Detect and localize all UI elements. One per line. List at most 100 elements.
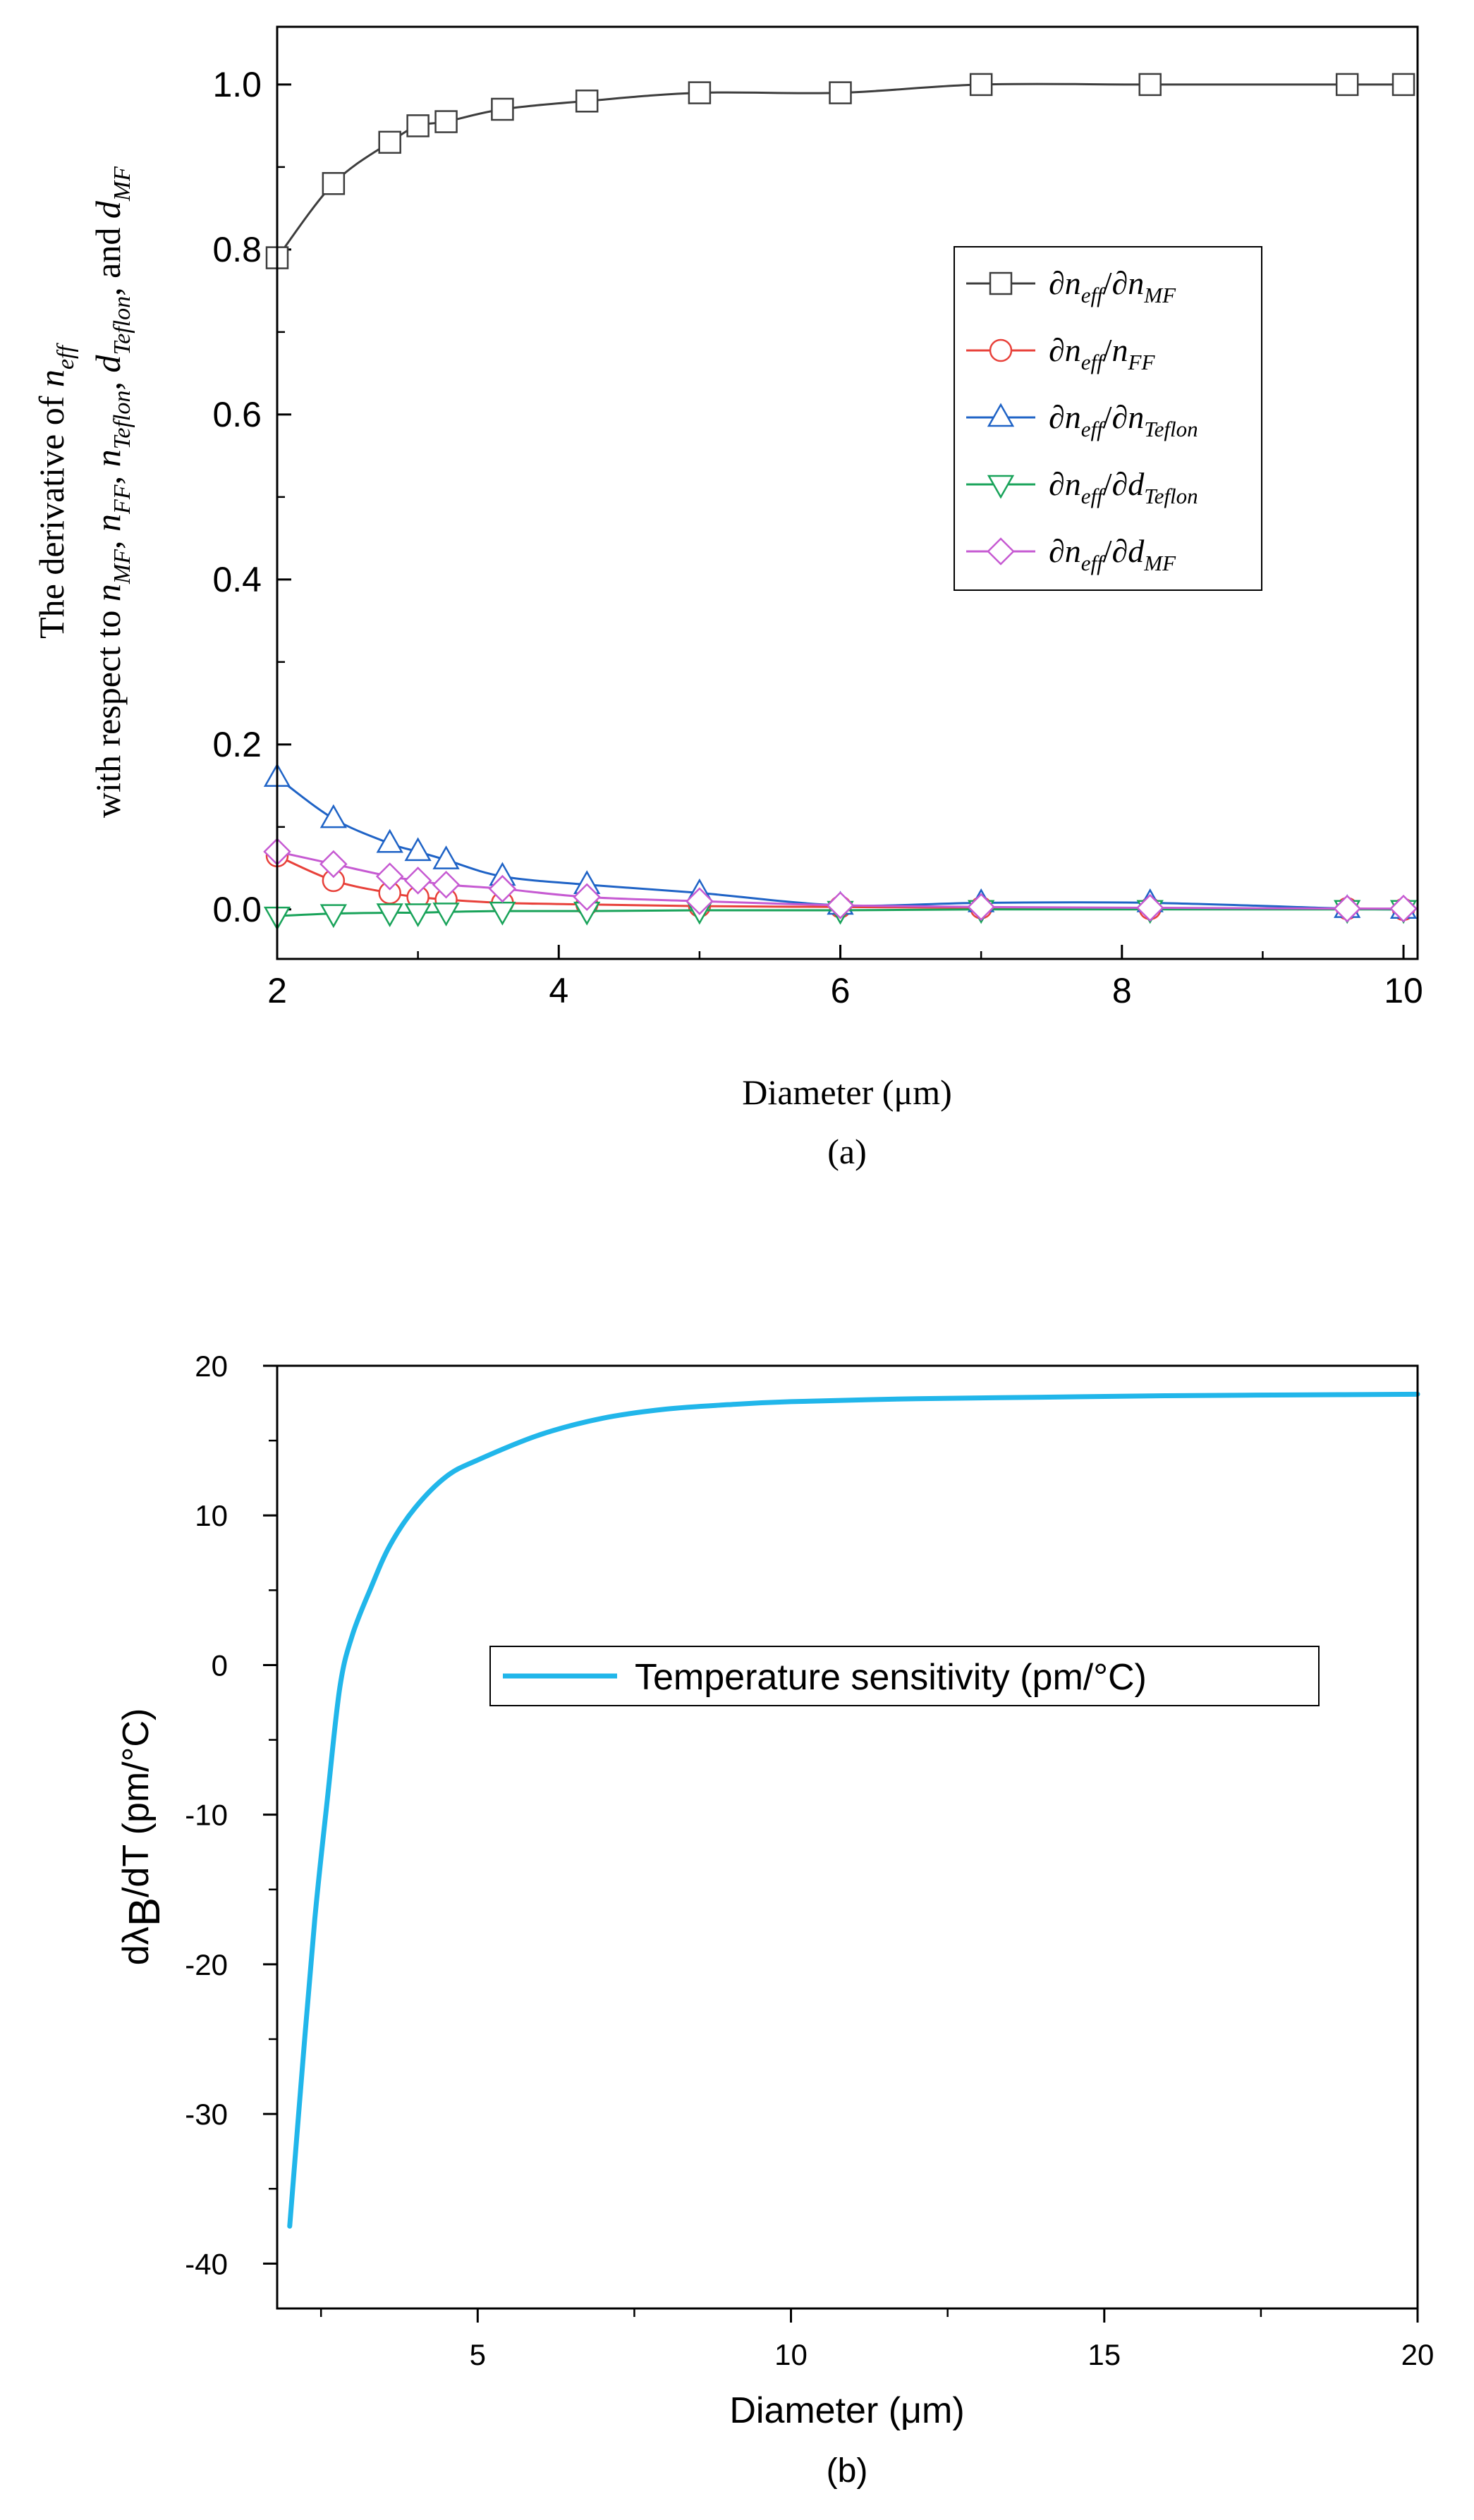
- legend-a-label-1-p2: eff: [1081, 350, 1106, 374]
- chart-a-plot-frame: [276, 25, 1419, 960]
- legend-a-label-0-p0: ∂: [1049, 265, 1065, 301]
- legend-a-label-2-p3: /∂: [1103, 399, 1128, 435]
- chart-a-ylabel-line1-var: n: [32, 369, 71, 387]
- chart-a-xtick-label: 2: [267, 971, 287, 1010]
- chart-b-plot-frame: [276, 1364, 1419, 2310]
- legend-a-marker-1: [989, 338, 1013, 362]
- legend-a-label-3-p4: d: [1128, 466, 1145, 502]
- chart-a-marker-4: [967, 893, 995, 922]
- legend-a-label-3: ∂neff/∂dTeflon: [1049, 466, 1198, 508]
- legend-a-label-1: ∂neff/nFF: [1049, 332, 1155, 374]
- chart-a-ylabel-line2-p8: Teflon: [109, 391, 135, 450]
- legend-a-label-1-p5: FF: [1128, 350, 1156, 374]
- chart-a-marker-4: [686, 887, 714, 915]
- chart-b-xtick-label: 20: [1401, 2338, 1435, 2371]
- chart-b-legend-box: [489, 1646, 1320, 1706]
- chart-b-xlabel: Diameter (μm): [729, 2390, 964, 2431]
- chart-a-marker-0: [575, 90, 599, 113]
- chart-a-marker-3: [376, 903, 403, 928]
- chart-a-ylabel-line2: with respect to nMF, nFF, nTeflon, dTefl…: [88, 166, 135, 818]
- chart-a-marker-2: [376, 828, 403, 853]
- legend-a-label-3-p0: ∂: [1049, 466, 1065, 502]
- legend-a-label-4-p3: /∂: [1103, 533, 1128, 569]
- legend-a-marker-4: [987, 537, 1015, 565]
- chart-a-marker-4: [403, 867, 432, 895]
- chart-a-ticks: 2 4 6 8 10 0.0 0.2 0.4 0.6 0.8 1.0: [212, 65, 1423, 1010]
- chart-a-marker-3: [489, 901, 516, 926]
- legend-a-label-4-p0: ∂: [1049, 533, 1065, 569]
- chart-a-ylabel-line2-p7: n: [88, 449, 128, 467]
- chart-b-ylabel-p0: dλ: [116, 1926, 157, 1965]
- chart-b-ytick-label: -30: [185, 2098, 228, 2131]
- chart-a-ylabel-line2-p13: d: [88, 200, 128, 219]
- chart-a-marker-4: [826, 891, 855, 919]
- chart-a-marker-0: [969, 73, 993, 97]
- chart-b-ytick-label: 20: [195, 1350, 228, 1383]
- legend-a-label-1-p1: n: [1065, 332, 1081, 368]
- chart-a-marker-0: [406, 114, 430, 137]
- chart-a-xtick-label: 8: [1112, 971, 1132, 1010]
- legend-a-label-3-p2: eff: [1081, 484, 1106, 508]
- chart-a-legend: ∂neff/∂nMF ∂neff/nFF ∂neff/∂nTeflon ∂nef…: [954, 246, 1262, 591]
- chart-a-marker-0: [378, 130, 401, 154]
- chart-b-ytick-label: -10: [185, 1799, 228, 1832]
- chart-a-xlabel: Diameter (μm): [742, 1072, 952, 1112]
- chart-a: 2 4 6 8 10 0.0 0.2 0.4 0.6 0.8 1.0 The derivative …: [32, 25, 1423, 1171]
- chart-a-ylabel-line2-p6: ,: [88, 467, 128, 484]
- chart-b-ticks: 5 10 15 20 -40 -30 -20 -10 0 10 20: [185, 1350, 1434, 2371]
- legend-a-label-0-p2: eff: [1081, 283, 1106, 307]
- chart-a-xtick-label: 10: [1384, 971, 1423, 1010]
- legend-a-marker-0: [989, 271, 1013, 295]
- legend-a-label-2-p0: ∂: [1049, 399, 1065, 435]
- chart-a-ylabel-line1-sub: eff: [53, 343, 79, 370]
- chart-a-marker-4: [488, 874, 517, 903]
- legend-a-label-1-p0: ∂: [1049, 332, 1065, 368]
- chart-a-marker-0: [1138, 73, 1162, 97]
- legend-a-label-4-p4: d: [1128, 533, 1145, 569]
- chart-a-legend-entries: [966, 271, 1035, 565]
- chart-a-marker-3: [432, 903, 460, 926]
- legend-a-label-3-p3: /∂: [1103, 466, 1128, 502]
- chart-a-ylabel-line1-text: The derivative of: [32, 387, 71, 639]
- legend-a-label-4-p1: n: [1065, 533, 1081, 569]
- legend-a-label-2-p5: Teflon: [1144, 417, 1198, 441]
- chart-b-ylabel-p2: /dT (pm/°C): [116, 1708, 157, 1897]
- legend-a-label-3-p5: Teflon: [1144, 484, 1198, 508]
- legend-a-label-2-p2: eff: [1081, 417, 1106, 441]
- legend-a-label-1-p4: n: [1112, 332, 1128, 368]
- legend-a-label-2-p1: n: [1065, 399, 1081, 435]
- chart-b-xtick-label: 15: [1088, 2338, 1121, 2371]
- legend-a-label-0-p5: MF: [1143, 283, 1176, 307]
- chart-b-ytick-label: -20: [185, 1948, 228, 1981]
- chart-a-marker-3: [319, 904, 347, 929]
- chart-a-marker-3: [404, 903, 432, 928]
- chart-a-marker-2: [432, 845, 460, 869]
- chart-a-marker-2: [404, 837, 432, 862]
- legend-a-label-0-p3: /∂: [1103, 265, 1128, 301]
- chart-b-legend: Temperature sensitivity (pm/°C): [489, 1646, 1320, 1706]
- chart-a-marker-4: [1135, 893, 1164, 922]
- chart-a-marker-4: [1389, 894, 1418, 923]
- chart-a-ylabel-line2-p2: MF: [109, 549, 135, 585]
- chart-a-marker-0: [688, 81, 712, 104]
- chart-a-marker-2: [319, 804, 347, 828]
- chart-a-marker-4: [1333, 894, 1361, 923]
- chart-b-ylabel: dλB/dT (pm/°C): [116, 1708, 169, 1966]
- chart-a-xtick-label: 6: [831, 971, 851, 1010]
- chart-a-ylabel-line2-p11: Teflon: [109, 296, 135, 355]
- chart-a-ylabel-line2-p9: ,: [88, 373, 128, 391]
- legend-a-label-0-p1: n: [1065, 265, 1081, 301]
- chart-a-marker-0: [434, 110, 458, 133]
- chart-a-ylabel-line2-p0: with respect to: [88, 601, 128, 818]
- chart-a-ylabel-line2-p4: n: [88, 514, 128, 532]
- chart-a-ytick-label: 1.0: [212, 65, 262, 104]
- chart-a-marker-0: [1335, 73, 1359, 97]
- chart-a-ylabel-line2-p12: , and: [88, 219, 128, 296]
- legend-a-label-0: ∂neff/∂nMF: [1049, 265, 1176, 307]
- chart-a-ytick-label: 0.2: [212, 725, 262, 764]
- chart-a-marker-0: [1391, 73, 1415, 97]
- chart-a-marker-0: [491, 97, 514, 121]
- chart-a-marker-0: [322, 172, 346, 195]
